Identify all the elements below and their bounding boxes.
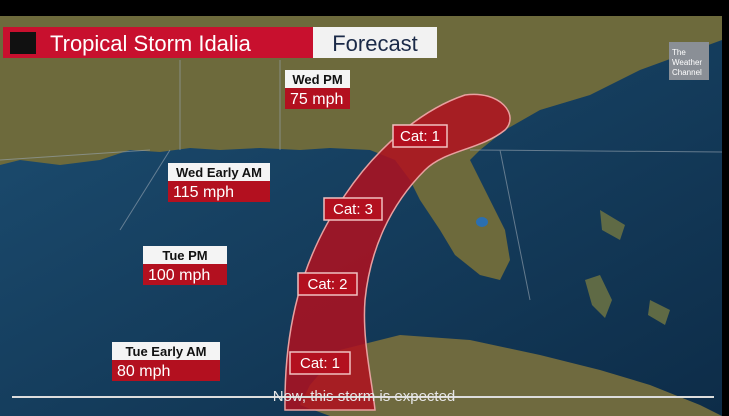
title: Tropical Storm Idalia — [50, 31, 252, 56]
forecast-cone — [284, 93, 511, 411]
wind-box — [285, 88, 350, 109]
wind-label: 115 mph — [173, 184, 234, 201]
edge — [722, 0, 729, 416]
borders — [0, 60, 723, 301]
subtitle-box — [313, 27, 437, 58]
wind-box — [143, 264, 227, 285]
cat-label: Cat: 2 — [307, 276, 347, 293]
cat-label: Cat: 1 — [300, 355, 340, 372]
wind-label: 80 mph — [117, 363, 170, 380]
logo-text: Weather — [672, 58, 702, 67]
wind-box — [168, 181, 270, 202]
title-box — [3, 27, 313, 58]
logo-text: The — [672, 48, 686, 57]
time-label: Wed PM — [292, 72, 342, 87]
cat-box — [323, 197, 383, 221]
wind-label: 100 mph — [148, 267, 210, 284]
logo-text: Channel — [672, 68, 702, 77]
cat-box — [392, 124, 448, 148]
caption: Now, this storm is expected — [273, 388, 456, 405]
logo-box — [669, 42, 709, 80]
islands — [585, 210, 670, 325]
wind-box — [112, 360, 220, 381]
time-box — [285, 70, 350, 88]
cat-box — [289, 351, 351, 375]
cat-label: Cat: 1 — [400, 128, 440, 145]
progress-bar — [12, 396, 714, 398]
cone-labels: Cat: 1 Cat: 3 Cat: 2 Cat: 1 — [289, 124, 448, 375]
time-label: Tue Early AM — [126, 344, 207, 359]
wind-label: 75 mph — [290, 91, 343, 108]
title-icon — [10, 32, 36, 54]
title-bar: Tropical Storm Idalia Forecast — [3, 27, 437, 58]
cat-label: Cat: 3 — [333, 201, 373, 218]
lake — [476, 217, 488, 227]
subtitle: Forecast — [332, 31, 418, 56]
logo: The Weather Channel — [669, 42, 709, 80]
time-box — [112, 342, 220, 360]
time-label: Tue PM — [162, 248, 207, 263]
time-box — [168, 163, 270, 181]
time-box — [143, 246, 227, 264]
time-label: Wed Early AM — [176, 165, 262, 180]
cat-box — [297, 272, 358, 296]
cuba — [300, 335, 722, 416]
forecast-points: Wed PM 75 mph Wed Early AM 115 mph Tue PM 100… — [112, 70, 350, 381]
